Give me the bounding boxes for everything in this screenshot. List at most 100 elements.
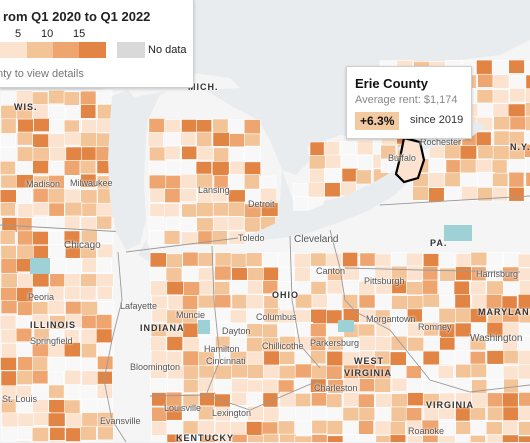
county-cell[interactable] — [33, 147, 49, 162]
county-cell[interactable] — [1, 245, 17, 260]
county-cell[interactable] — [470, 435, 485, 442]
county-cell[interactable] — [478, 74, 495, 87]
county-cell[interactable] — [487, 434, 503, 442]
county-cell[interactable] — [66, 147, 82, 161]
county-cell[interactable] — [244, 218, 260, 232]
county-cell[interactable] — [510, 160, 526, 174]
county-cell[interactable] — [167, 281, 184, 295]
county-cell[interactable] — [340, 141, 355, 155]
county-cell[interactable] — [312, 435, 327, 442]
county-cell[interactable] — [360, 253, 377, 266]
county-cell[interactable] — [486, 422, 502, 435]
county-cell[interactable] — [183, 267, 200, 281]
county-cell[interactable] — [34, 118, 51, 131]
county-cell[interactable] — [428, 173, 445, 188]
county-cell[interactable] — [33, 273, 49, 287]
county-cell[interactable] — [440, 282, 455, 296]
county-cell[interactable] — [65, 301, 82, 315]
county-cell[interactable] — [230, 310, 247, 323]
county-cell[interactable] — [493, 146, 509, 160]
county-cell[interactable] — [50, 147, 67, 161]
county-cell[interactable] — [1, 273, 17, 288]
county-cell[interactable] — [152, 436, 169, 442]
county-cell[interactable] — [168, 296, 184, 310]
county-cell[interactable] — [215, 309, 230, 322]
county-cell[interactable] — [199, 366, 215, 380]
county-cell[interactable] — [50, 274, 65, 287]
county-cell[interactable] — [17, 370, 33, 384]
county-cell[interactable] — [374, 378, 390, 392]
county-cell[interactable] — [295, 421, 311, 434]
county-cell[interactable] — [166, 254, 182, 268]
county-cell[interactable] — [440, 337, 455, 351]
county-cell[interactable] — [471, 281, 486, 295]
county-cell[interactable] — [248, 268, 264, 282]
county-cell[interactable] — [17, 245, 34, 259]
county-cell[interactable] — [525, 89, 530, 103]
county-cell[interactable] — [476, 159, 492, 173]
county-cell[interactable] — [391, 407, 408, 422]
county-cell[interactable] — [17, 162, 34, 176]
county-cell[interactable] — [493, 104, 508, 118]
county-cell[interactable] — [196, 202, 213, 216]
county-cell[interactable] — [375, 421, 391, 435]
county-cell[interactable] — [264, 351, 280, 365]
county-cell[interactable] — [80, 286, 96, 300]
county-cell[interactable] — [180, 218, 197, 232]
county-cell[interactable] — [460, 146, 477, 161]
county-cell[interactable] — [66, 358, 81, 371]
county-cell[interactable] — [33, 134, 49, 148]
county-cell[interactable] — [81, 105, 96, 119]
county-cell[interactable] — [493, 90, 509, 103]
county-cell[interactable] — [150, 337, 166, 352]
county-cell[interactable] — [33, 231, 49, 244]
county-cell[interactable] — [476, 132, 491, 147]
county-cell[interactable] — [278, 421, 295, 435]
county-cell[interactable] — [503, 407, 520, 421]
county-cell[interactable] — [356, 170, 371, 184]
county-cell[interactable] — [376, 323, 391, 336]
county-cell[interactable] — [232, 364, 249, 378]
county-cell[interactable] — [232, 295, 248, 309]
county-cell[interactable] — [327, 394, 342, 408]
county-cell[interactable] — [32, 302, 48, 315]
county-cell[interactable] — [97, 286, 112, 299]
county-cell[interactable] — [213, 132, 230, 146]
county-cell[interactable] — [263, 379, 278, 393]
county-cell[interactable] — [32, 370, 48, 383]
county-cell[interactable] — [519, 280, 530, 295]
county-cell[interactable] — [246, 253, 262, 267]
county-cell[interactable] — [407, 351, 422, 364]
county-cell[interactable] — [408, 337, 424, 351]
county-cell[interactable] — [343, 392, 360, 406]
county-cell[interactable] — [310, 350, 325, 363]
county-cell[interactable] — [518, 254, 530, 267]
county-cell[interactable] — [164, 119, 180, 133]
county-cell[interactable] — [18, 357, 35, 371]
county-cell[interactable] — [230, 161, 245, 174]
county-cell[interactable] — [408, 435, 424, 442]
county-cell[interactable] — [49, 90, 65, 104]
county-cell[interactable] — [0, 148, 16, 162]
county-cell[interactable] — [510, 117, 526, 130]
county-cell[interactable] — [197, 218, 214, 232]
county-cell[interactable] — [487, 407, 502, 421]
county-cell[interactable] — [1, 329, 17, 342]
county-cell[interactable] — [312, 420, 327, 434]
county-cell[interactable] — [439, 253, 455, 268]
county-cell[interactable] — [264, 407, 279, 422]
county-cell[interactable] — [81, 190, 97, 205]
county-cell[interactable] — [476, 60, 493, 75]
county-cell[interactable] — [343, 407, 359, 422]
county-cell[interactable] — [294, 253, 310, 268]
county-cell[interactable] — [478, 172, 495, 185]
county-cell[interactable] — [413, 186, 429, 200]
county-cell[interactable] — [327, 280, 343, 294]
county-cell[interactable] — [311, 309, 328, 324]
county-cell[interactable] — [150, 267, 167, 281]
county-cell[interactable] — [32, 427, 48, 441]
county-cell[interactable] — [439, 308, 456, 323]
county-cell[interactable] — [429, 188, 445, 202]
county-cell[interactable] — [422, 308, 438, 321]
county-cell[interactable] — [248, 364, 264, 378]
